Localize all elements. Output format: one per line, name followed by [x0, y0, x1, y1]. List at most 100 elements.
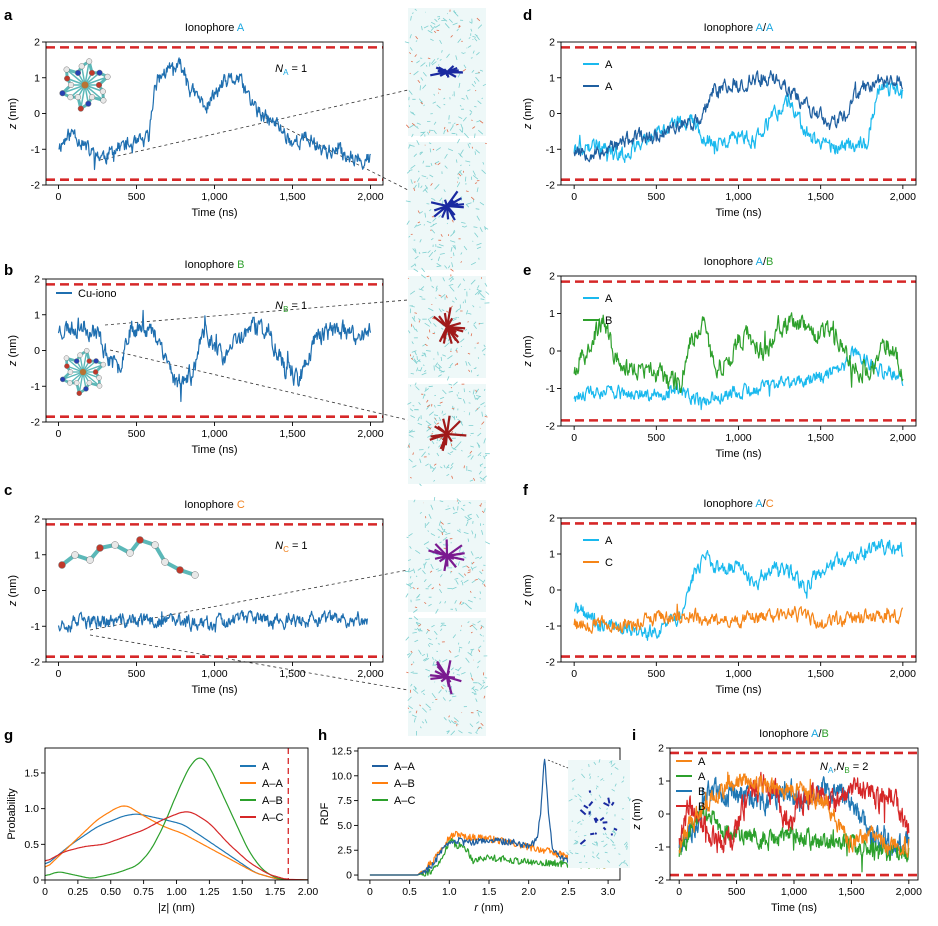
- x-tick-label: 0: [56, 428, 62, 440]
- y-tick-label: -2: [31, 657, 40, 669]
- y-tick-label: 1: [34, 72, 40, 84]
- connector-line: [89, 634, 409, 691]
- molecule-inset-b: [59, 347, 107, 397]
- atom: [96, 383, 103, 389]
- x-tick-label: 1.25: [199, 886, 220, 898]
- atom: [136, 536, 144, 544]
- atom: [77, 352, 83, 358]
- bond: [446, 326, 460, 344]
- panel-letter-i: i: [632, 727, 636, 744]
- lipid-texture: [404, 8, 487, 139]
- atom: [84, 347, 90, 354]
- bond: [62, 371, 84, 381]
- x-axis-label: Time (ns): [715, 684, 761, 696]
- x-tick-label: 2,000: [890, 432, 916, 444]
- bond: [593, 817, 598, 824]
- y-tick-label: 0: [34, 108, 40, 120]
- y-tick-label: 1: [658, 776, 664, 788]
- legend-label: A–B: [262, 795, 283, 807]
- atom: [96, 375, 102, 381]
- panel-g: g 0 0.25 0.50 0.75 1.00 1.25 1.50 1.75 2.00 0 0.5 1.…: [4, 727, 318, 914]
- panel-title-i: Ionophore A/B: [759, 728, 829, 740]
- legend-label: A–B: [394, 778, 415, 790]
- atom: [161, 558, 169, 566]
- x-axis-label: Time (ns): [715, 207, 761, 219]
- atom: [63, 66, 70, 73]
- x-tick-label: 2,000: [357, 668, 383, 680]
- atom: [88, 94, 96, 101]
- x-tick-label: 2.0: [521, 886, 536, 898]
- axes-frame-d: [560, 41, 917, 186]
- panel-e: e Ionophore A/B 0 500 1,000 1,500 2,000 -2 -1 0 1 2…: [522, 256, 917, 460]
- y-tick-label: 0: [549, 108, 555, 120]
- chart-panels: a Ionophore A 0 500 1,000 1,500 2,000 -2 -1 0 1 2 Ti…: [4, 7, 922, 914]
- y-axis-label: z (nm): [7, 335, 19, 367]
- count-annotation: NC = 1: [275, 540, 307, 554]
- panel-i: i Ionophore A/B 0 500 1,000 1,500 2,000 -2 -1 0 1 2…: [631, 727, 922, 914]
- bond: [445, 415, 451, 435]
- series-group-d: [573, 70, 904, 163]
- bond: [594, 832, 598, 835]
- legend-label: A: [262, 761, 270, 773]
- y-axis-label: RDF: [319, 802, 331, 825]
- atom: [85, 100, 92, 107]
- atom: [86, 380, 93, 386]
- connector-line: [89, 569, 409, 631]
- x-tick-label: 1.0: [442, 886, 457, 898]
- series-line-f-c-1: [573, 603, 903, 634]
- atom: [67, 81, 75, 89]
- y-axis-label: Probability: [6, 788, 18, 840]
- atom: [86, 358, 93, 364]
- x-tick-label: 1,000: [201, 428, 227, 440]
- bond: [445, 326, 453, 344]
- connector-line: [99, 89, 409, 161]
- panel-b: b Ionophore B 0 500 1,000 1,500 2,000 -2 -1 0 1 2 Ti…: [4, 259, 384, 456]
- lipid-texture: [413, 500, 486, 608]
- axes-frame-i: [669, 747, 919, 881]
- y-tick-label: 2: [34, 274, 40, 286]
- bond: [445, 676, 453, 695]
- y-tick-label: 0: [658, 809, 664, 821]
- lipid-texture: [566, 759, 631, 867]
- y-tick-label: 2.5: [337, 845, 352, 857]
- ionophore-molecule: [430, 65, 463, 78]
- atom: [99, 88, 106, 95]
- x-tick-label: 2,000: [890, 191, 916, 203]
- md-snapshot-image: [404, 8, 487, 139]
- y-tick-label: 7.5: [337, 795, 352, 807]
- count-annotation: NA = 1: [275, 63, 307, 77]
- bond: [80, 84, 86, 109]
- lipid-texture: [406, 624, 486, 730]
- bond: [607, 797, 611, 804]
- atom: [96, 69, 103, 76]
- series-line-d-a-0: [573, 80, 904, 163]
- bond: [603, 801, 610, 807]
- atom: [73, 358, 80, 364]
- y-tick-label: -1: [655, 842, 664, 854]
- legend-label: A: [605, 81, 613, 93]
- atom: [67, 94, 74, 101]
- x-tick-label: 2,000: [357, 191, 383, 203]
- atom: [104, 73, 111, 80]
- y-tick-label: 0: [549, 585, 555, 597]
- atom: [111, 541, 119, 549]
- x-tick-label: 500: [128, 428, 146, 440]
- bond: [82, 350, 88, 373]
- legend-label: B: [698, 801, 705, 813]
- atom: [64, 75, 71, 82]
- x-tick-label: 0: [571, 191, 577, 203]
- x-tick-label: 0.25: [68, 886, 89, 898]
- atom: [176, 566, 184, 574]
- series-line-c-c-0: [57, 609, 368, 633]
- y-tick-label: 1.0: [24, 803, 39, 815]
- bond: [82, 363, 104, 373]
- legend-label: A: [698, 756, 706, 768]
- bond: [437, 69, 448, 74]
- y-tick-label: -1: [31, 381, 40, 393]
- series-group-e: [573, 312, 904, 411]
- y-axis-label: z (nm): [522, 574, 534, 606]
- bond: [438, 555, 448, 563]
- x-tick-label: 500: [128, 668, 146, 680]
- series-group-b: [57, 309, 372, 403]
- y-tick-label: 0: [34, 345, 40, 357]
